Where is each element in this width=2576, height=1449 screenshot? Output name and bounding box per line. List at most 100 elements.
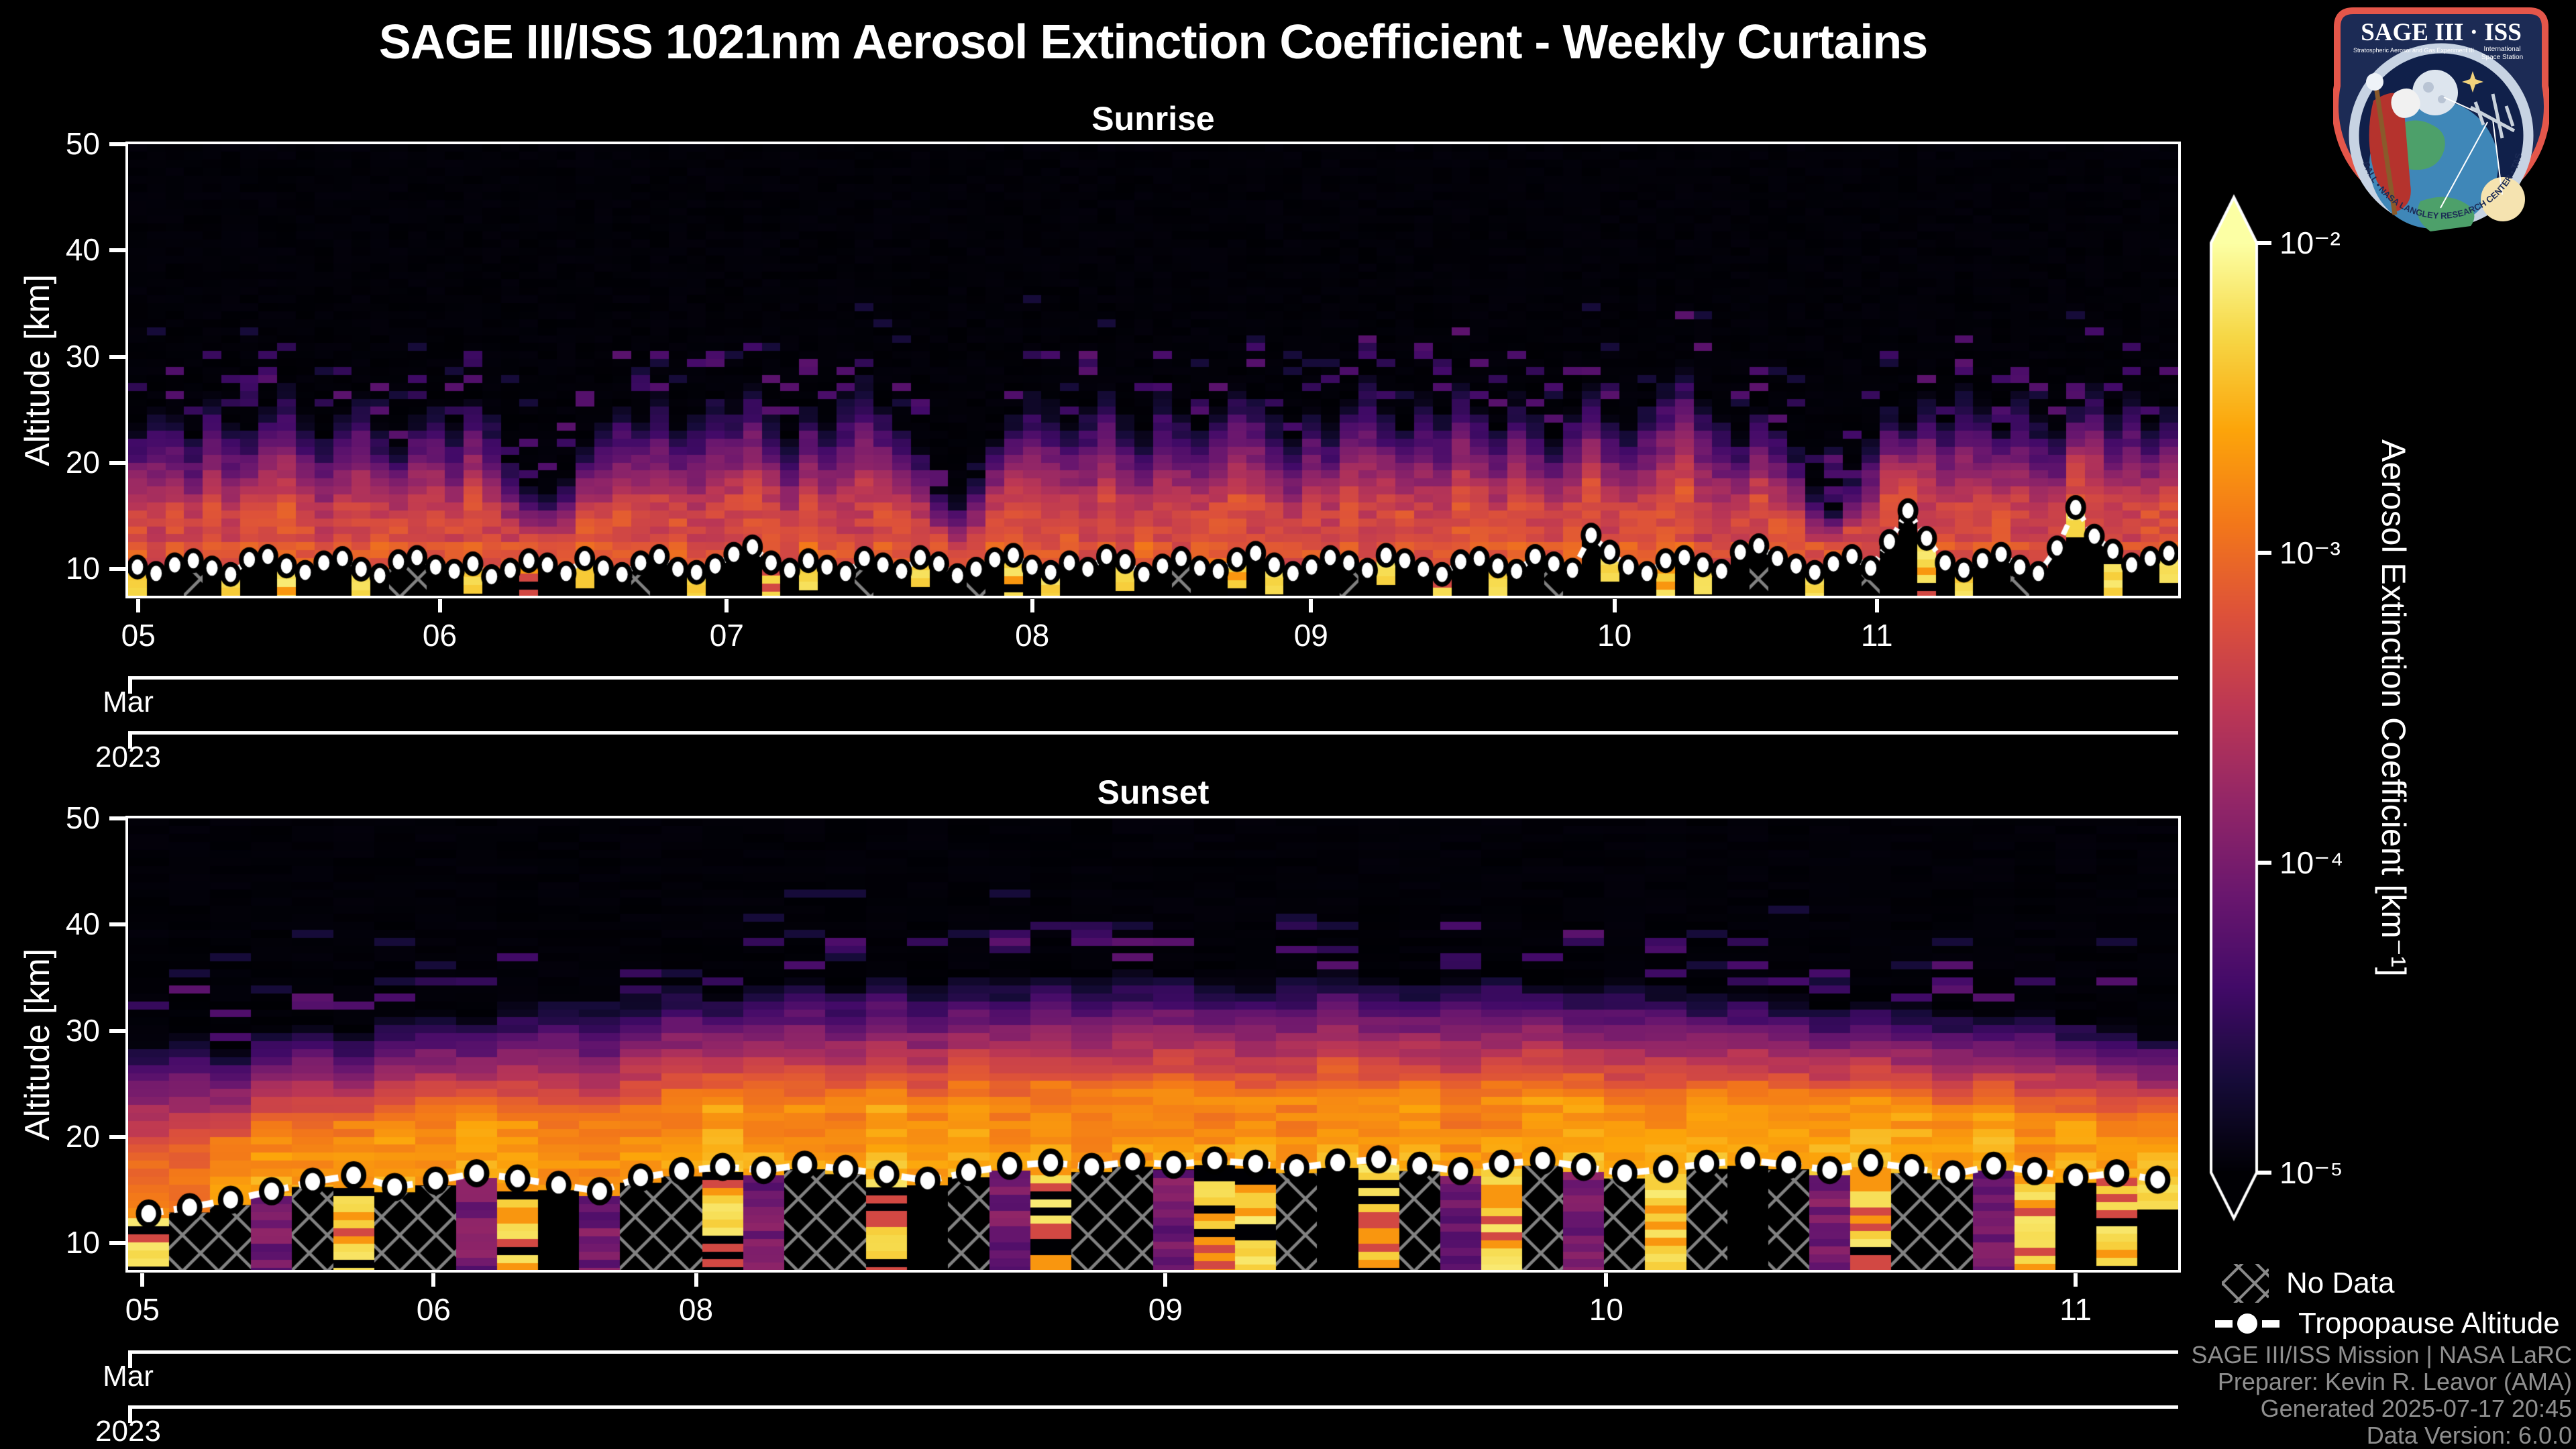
y-tick-label: 50: [65, 800, 100, 835]
footer-preparer: Preparer: Kevin R. Leavor (AMA): [2217, 1368, 2572, 1395]
x-tick-mark: [437, 599, 442, 612]
heatmap-panel-sunrise: [125, 142, 2181, 598]
date-axis-label: 2023: [95, 741, 161, 773]
y-tick-mark: [109, 922, 125, 927]
footer-version: Data Version: 6.0.0: [2366, 1421, 2572, 1449]
x-tick-label: 09: [1148, 1292, 1183, 1327]
x-tick-label: 05: [121, 618, 156, 653]
x-tick-label: 08: [1015, 618, 1050, 653]
colorbar-tick-mark: [2257, 551, 2271, 555]
y-tick-mark: [109, 1241, 125, 1246]
x-tick-mark: [2074, 1273, 2078, 1287]
x-tick-mark: [1612, 599, 1617, 612]
date-axis-tick: [128, 1350, 132, 1368]
patch-subtitle-left: Stratospheric Aerosol and Gas Experiment…: [2353, 47, 2474, 54]
date-axis-label: Mar: [103, 1360, 154, 1393]
patch-figure-beard: [2391, 88, 2420, 118]
y-tick-mark: [109, 354, 125, 359]
date-axis-line: [128, 1405, 2178, 1409]
heatmap-panel-sunset: [125, 816, 2181, 1273]
y-tick-label: 50: [65, 126, 100, 161]
date-axis-tick: [128, 1405, 132, 1423]
x-tick-mark: [1030, 599, 1034, 612]
colorbar-tick-label: 10⁻³: [2279, 535, 2341, 570]
y-tick-mark: [109, 816, 125, 820]
colorbar-tick-mark: [2257, 861, 2271, 865]
patch-moon-crater2: [2438, 95, 2446, 103]
heatmap-canvas-sunrise: [128, 144, 2178, 596]
x-tick-mark: [140, 1273, 145, 1287]
patch-subtitle-right2: Space Station: [2481, 54, 2523, 61]
colorbar-label: Aerosol Extinction Coefficient [km⁻¹]: [2375, 439, 2412, 977]
y-tick-label: 10: [65, 551, 100, 586]
patch-title: SAGE III · ISS: [2361, 19, 2522, 46]
y-tick-label: 20: [65, 445, 100, 480]
footer-generated: Generated 2025-07-17 20:45: [2260, 1395, 2572, 1422]
y-tick-label: 10: [65, 1225, 100, 1260]
panel-title-sunset: Sunset: [1097, 773, 1210, 811]
date-axis-label: Mar: [103, 686, 154, 718]
y-tick-label: 30: [65, 1012, 100, 1048]
legend-no-data: No Data: [2222, 1264, 2394, 1303]
x-tick-label: 11: [2059, 1292, 2092, 1327]
y-tick-mark: [109, 142, 125, 146]
x-tick-mark: [136, 599, 141, 612]
no-data-hatch-icon: [2222, 1264, 2269, 1303]
date-axis-line: [128, 1350, 2178, 1354]
y-tick-label: 40: [65, 232, 100, 268]
x-tick-mark: [1309, 599, 1313, 612]
x-tick-label: 10: [1597, 618, 1632, 653]
y-tick-label: 30: [65, 338, 100, 374]
date-axis-label: 2023: [95, 1415, 161, 1448]
tropopause-marker-icon: [2215, 1313, 2279, 1334]
y-tick-label: 40: [65, 906, 100, 942]
x-tick-label: 08: [678, 1292, 714, 1327]
patch-star: [2462, 71, 2483, 93]
patch-staff: [2373, 85, 2398, 215]
figure-title: SAGE III/ISS 1021nm Aerosol Extinction C…: [378, 15, 1929, 69]
x-tick-mark: [724, 599, 729, 612]
patch-iss: [2469, 93, 2516, 139]
x-tick-label: 09: [1293, 618, 1328, 653]
date-axis-tick: [128, 731, 132, 749]
colorbar: [2204, 193, 2269, 1226]
x-tick-mark: [431, 1273, 436, 1287]
y-tick-mark: [109, 1028, 125, 1033]
legend-tropopause: Tropopause Altitude: [2214, 1307, 2560, 1340]
x-tick-mark: [1604, 1273, 1609, 1287]
y-tick-mark: [109, 461, 125, 466]
date-axis-line: [128, 676, 2178, 680]
panel-title-sunrise: Sunrise: [1091, 100, 1215, 138]
patch-sun: [2481, 177, 2525, 221]
x-tick-mark: [694, 1273, 698, 1287]
colorbar-tick-label: 10⁻⁵: [2279, 1155, 2343, 1190]
patch-subtitle-right1: International: [2483, 46, 2520, 53]
colorbar-tick-label: 10⁻²: [2279, 225, 2341, 260]
date-axis-tick: [128, 676, 132, 694]
y-tick-mark: [109, 248, 125, 253]
legend-tropopause-label: Tropopause Altitude: [2298, 1307, 2560, 1340]
x-tick-mark: [1874, 599, 1879, 612]
x-tick-label: 05: [125, 1292, 160, 1327]
x-tick-label: 06: [422, 618, 458, 653]
footer-credits: SAGE III/ISS Mission | NASA LaRC Prepare…: [1968, 1342, 2572, 1449]
y-tick-mark: [109, 1135, 125, 1140]
y-tick-label: 20: [65, 1119, 100, 1155]
x-tick-label: 07: [709, 618, 744, 653]
y-tick-mark: [109, 567, 125, 572]
patch-earth-land2: [2417, 197, 2475, 231]
colorbar-tick-mark: [2257, 241, 2271, 245]
x-tick-label: 10: [1589, 1292, 1623, 1327]
legend-no-data-label: No Data: [2286, 1267, 2395, 1299]
heatmap-canvas-sunset: [128, 818, 2178, 1270]
colorbar-tick-label: 10⁻⁴: [2279, 845, 2344, 880]
colorbar-tick-mark: [2257, 1171, 2271, 1175]
x-tick-label: 06: [416, 1292, 451, 1327]
mission-patch-logo: SAGE III · ISS Stratospheric Aerosol and…: [2333, 7, 2549, 231]
patch-moon-crater: [2423, 82, 2434, 93]
x-tick-label: 11: [1860, 618, 1893, 653]
patch-moon: [2412, 70, 2458, 115]
patch-staff-orb: [2366, 73, 2383, 91]
x-tick-mark: [1163, 1273, 1168, 1287]
